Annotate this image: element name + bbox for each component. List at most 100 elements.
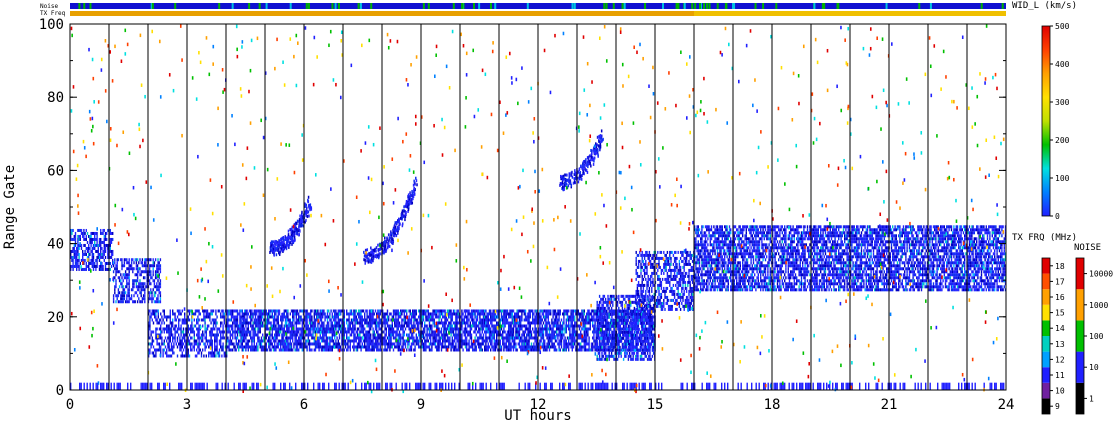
echo-point xyxy=(602,318,604,322)
echo-point xyxy=(518,342,521,346)
echo-point xyxy=(482,312,485,316)
echo-point xyxy=(626,336,628,340)
echo-point xyxy=(190,348,192,352)
echo-point xyxy=(354,327,356,331)
echo-point xyxy=(410,336,413,340)
echo-point xyxy=(433,321,435,325)
echo-point xyxy=(601,336,603,340)
echo-point xyxy=(352,318,354,322)
echo-point xyxy=(646,312,649,316)
echo-point xyxy=(366,339,368,343)
echo-point xyxy=(644,345,647,349)
echo-point xyxy=(330,330,332,334)
echo-point xyxy=(548,330,551,334)
echo-point xyxy=(558,333,560,337)
echo-point xyxy=(306,318,308,322)
echo-point xyxy=(180,333,182,337)
echo-point xyxy=(597,351,600,355)
echo-point xyxy=(534,339,536,343)
echo-point xyxy=(424,342,426,346)
echo-point xyxy=(322,321,324,325)
echo-point xyxy=(289,330,291,334)
echo-point xyxy=(534,330,536,334)
echo-point xyxy=(211,333,213,337)
echo-point xyxy=(550,312,552,316)
echo-point xyxy=(627,303,630,307)
echo-point xyxy=(438,339,440,343)
echo-point xyxy=(546,324,548,328)
echo-point xyxy=(547,342,549,346)
echo-point xyxy=(611,345,613,349)
echo-point xyxy=(616,300,619,304)
echo-point xyxy=(221,321,223,325)
echo-point xyxy=(528,318,530,322)
echo-point xyxy=(289,321,291,325)
echo-point xyxy=(456,321,458,325)
echo-point xyxy=(409,336,411,340)
echo-point xyxy=(310,342,312,346)
echo-point xyxy=(461,315,463,319)
echo-point xyxy=(372,315,374,319)
echo-point xyxy=(503,348,505,352)
echo-point xyxy=(618,309,620,313)
echo-point xyxy=(535,321,537,325)
echo-point xyxy=(396,345,398,349)
echo-point xyxy=(174,318,176,322)
echo-point xyxy=(250,309,252,313)
echo-point xyxy=(632,318,634,322)
echo-point xyxy=(505,312,507,316)
echo-point xyxy=(325,336,327,340)
echo-point xyxy=(540,339,542,343)
echo-point xyxy=(404,318,407,322)
echo-point xyxy=(631,324,633,328)
echo-point xyxy=(624,321,626,325)
echo-point xyxy=(534,324,536,328)
echo-point xyxy=(258,339,260,343)
echo-point xyxy=(533,348,535,352)
echo-point xyxy=(254,330,257,334)
echo-point xyxy=(469,312,471,316)
echo-point xyxy=(493,336,495,340)
echo-point xyxy=(608,354,610,358)
echo-point xyxy=(568,318,570,322)
echo-point xyxy=(281,342,283,346)
echo-point xyxy=(609,345,612,349)
echo-point xyxy=(284,342,287,346)
echo-point xyxy=(542,342,545,346)
echo-point xyxy=(637,342,639,346)
echo-point xyxy=(486,321,488,325)
echo-point xyxy=(628,330,631,334)
echo-point xyxy=(353,333,355,337)
echo-point xyxy=(482,324,485,328)
echo-point xyxy=(282,312,284,316)
echo-point xyxy=(344,345,347,349)
echo-point xyxy=(450,312,452,316)
echo-point xyxy=(406,348,408,352)
echo-point xyxy=(457,327,459,331)
echo-point xyxy=(452,348,455,352)
echo-point xyxy=(605,324,607,328)
echo-point xyxy=(235,318,237,322)
echo-point xyxy=(523,312,525,316)
echo-point xyxy=(640,300,643,304)
echo-point xyxy=(218,351,221,355)
echo-point xyxy=(558,342,560,346)
echo-point xyxy=(468,348,470,352)
echo-point xyxy=(234,345,236,349)
echo-point xyxy=(181,321,183,325)
echo-point xyxy=(332,327,335,331)
echo-point xyxy=(376,327,378,331)
echo-point xyxy=(644,312,646,316)
echo-point xyxy=(283,312,285,316)
echo-point xyxy=(379,309,381,313)
echo-point xyxy=(497,321,499,325)
noise-bar-fleck xyxy=(359,3,362,9)
echo-point xyxy=(517,321,519,325)
echo-point xyxy=(157,315,159,319)
echo-point xyxy=(298,327,300,331)
echo-point xyxy=(298,318,300,322)
echo-point xyxy=(354,339,356,343)
echo-point xyxy=(619,309,621,313)
echo-point xyxy=(595,312,597,316)
echo-point xyxy=(610,324,613,328)
